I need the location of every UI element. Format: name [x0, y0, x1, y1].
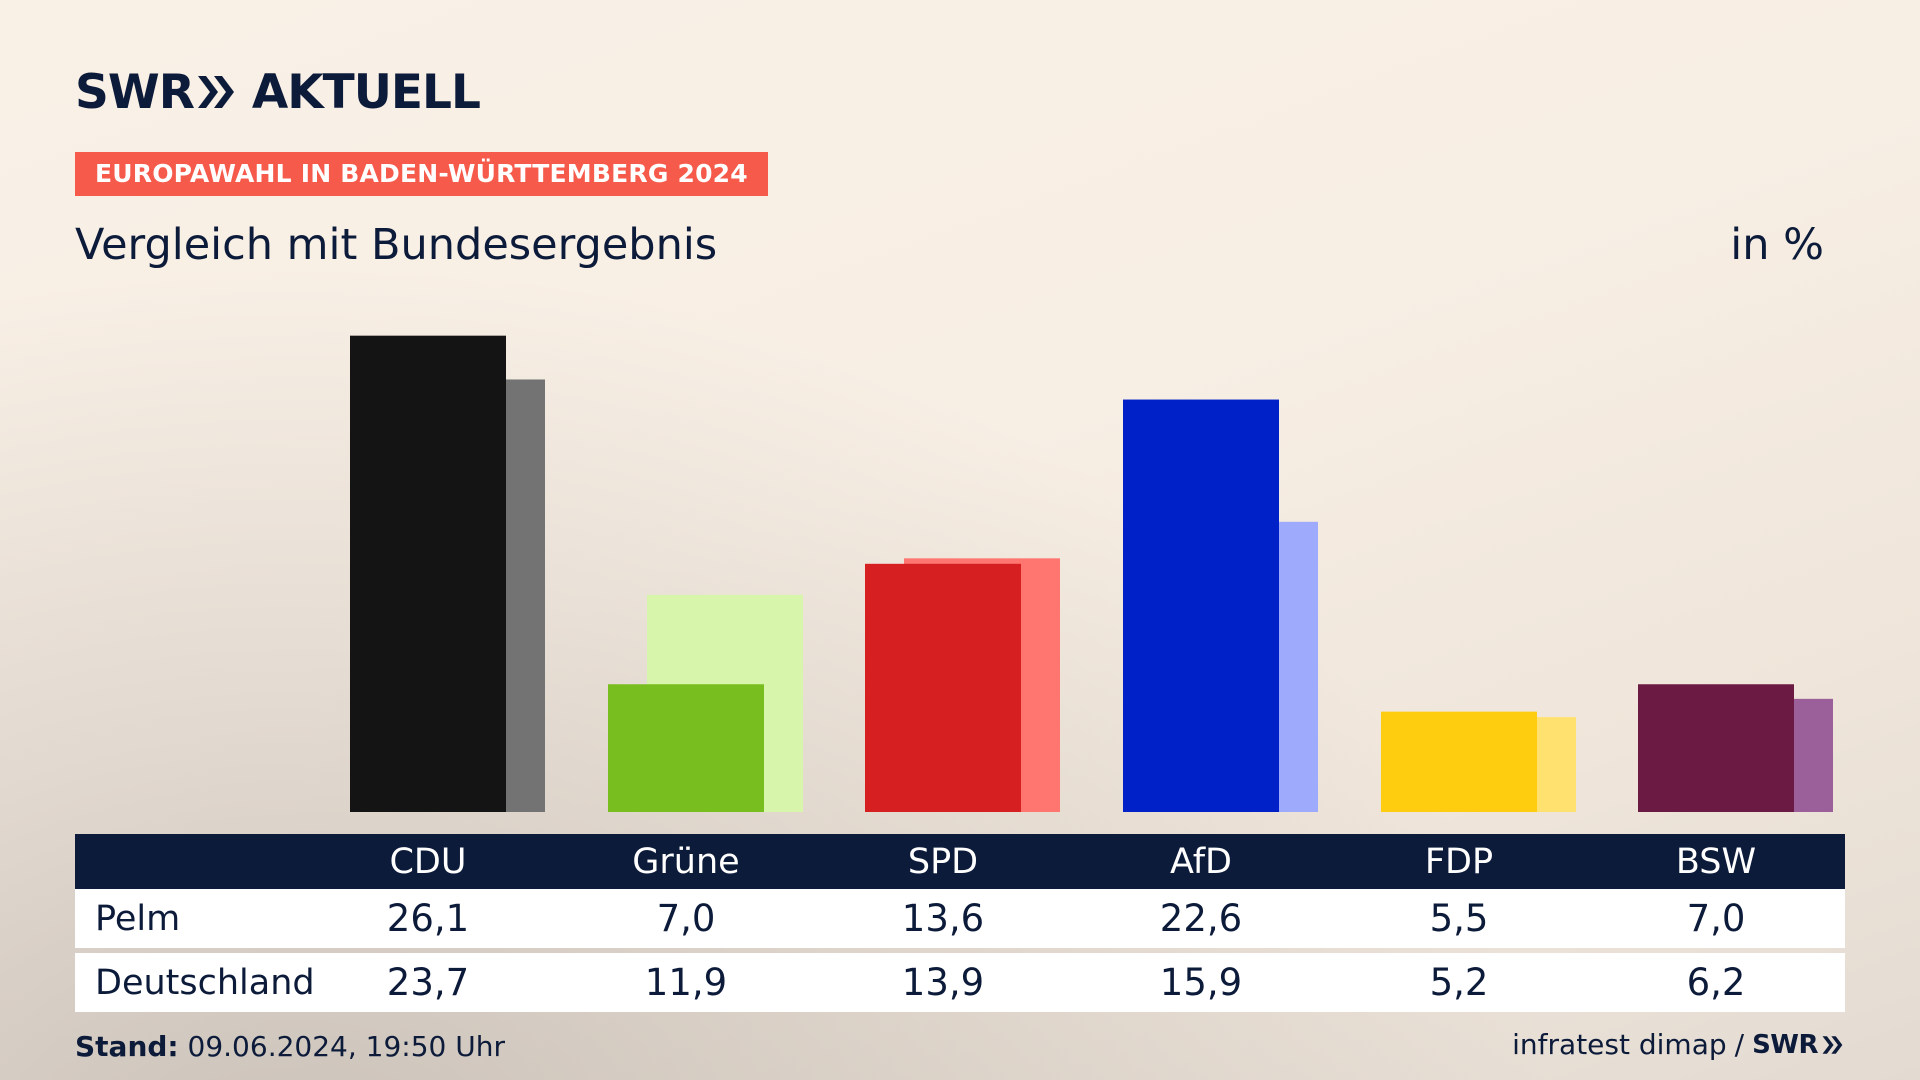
swr-aktuell-logo: SWR AKTUELL	[75, 64, 481, 120]
stand-value: 09.06.2024, 19:50 Uhr	[187, 1030, 505, 1063]
bar-cdu-pelm	[350, 335, 506, 812]
column-header: FDP	[1424, 841, 1494, 882]
table-cell: 6,2	[1686, 961, 1746, 1004]
table-row-pelm: Pelm 26,1 7,0 13,6 22,6 5,5 7,0	[75, 889, 1845, 948]
column-header: SPD	[907, 841, 979, 882]
table-row-deutschland: Deutschland 23,7 11,9 13,9 15,9 5,2 6,2	[75, 953, 1845, 1012]
bar-spd-pelm	[865, 563, 1021, 812]
bar-bsw-pelm	[1638, 684, 1794, 812]
source-separator: /	[1734, 1028, 1745, 1061]
timestamp: Stand: 09.06.2024, 19:50 Uhr	[75, 1030, 505, 1063]
column-header: BSW	[1675, 841, 1757, 882]
stand-label: Stand:	[75, 1030, 179, 1063]
column-header: CDU	[389, 841, 467, 882]
table-cell: 5,5	[1429, 897, 1489, 940]
table-cell: 26,1	[386, 897, 470, 940]
bar-fdp-pelm	[1381, 711, 1537, 812]
bar-chart	[350, 335, 1833, 812]
table-cell: 15,9	[1159, 961, 1243, 1004]
source-text: infratest dimap	[1512, 1028, 1727, 1061]
logo-text: SWR	[75, 64, 195, 120]
table-cell: 7,0	[656, 897, 716, 940]
bar-grne-pelm	[608, 684, 764, 812]
election-badge: EUROPAWAHL IN BADEN-WÜRTTEMBERG 2024	[75, 152, 768, 196]
column-header: Grüne	[632, 841, 740, 882]
table-cell: 13,6	[901, 897, 985, 940]
swr-brand: SWR	[1752, 1030, 1845, 1060]
results-table: CDU Grüne SPD AfD FDP BSW Pelm 26,1 7,0 13,6 22,…	[75, 834, 1845, 1012]
table-cell: 7,0	[1686, 897, 1746, 940]
logo-suffix: AKTUELL	[251, 64, 481, 120]
chart-subtitle: Vergleich mit Bundesergebnis	[75, 220, 718, 270]
row-label: Deutschland	[95, 962, 315, 1003]
table-header-row: CDU Grüne SPD AfD FDP BSW	[75, 834, 1845, 889]
swr-brand-text: SWR	[1752, 1029, 1818, 1060]
column-header: AfD	[1170, 841, 1232, 882]
unit-label: in %	[1730, 220, 1824, 270]
double-chevron-icon	[197, 76, 234, 108]
table-cell: 11,9	[644, 961, 728, 1004]
table-cell: 23,7	[386, 961, 470, 1004]
double-chevron-icon	[1822, 1035, 1843, 1054]
table-cell: 22,6	[1159, 897, 1243, 940]
bar-afd-pelm	[1123, 399, 1279, 812]
table-cell: 13,9	[901, 961, 985, 1004]
table-cell: 5,2	[1429, 961, 1489, 1004]
source-credit: infratest dimap / SWR	[1512, 1028, 1845, 1061]
row-label: Pelm	[95, 898, 181, 939]
